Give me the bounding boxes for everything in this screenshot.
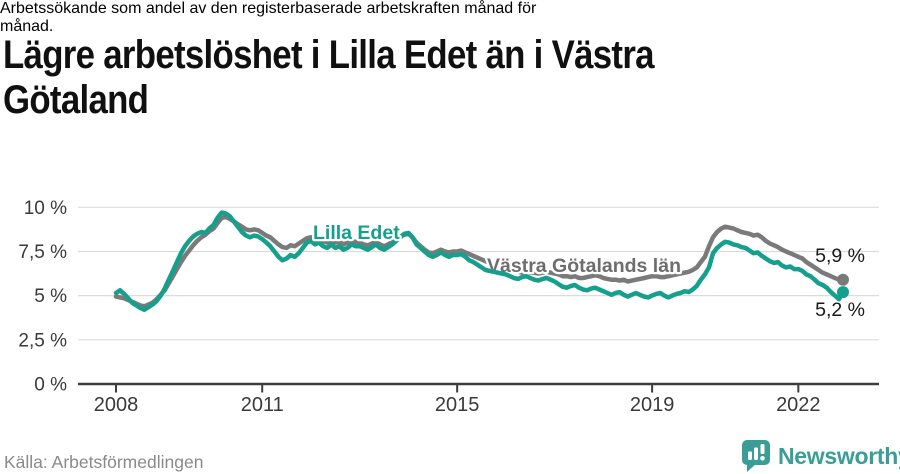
page-subtitle-line-1: Arbetssökande som andel av den registerb… — [0, 0, 537, 17]
page-subtitle-line-2: månad. — [0, 18, 54, 35]
series-label-vastra-gotalands-lan: Västra Götalands län — [487, 255, 681, 277]
source-note: Källa: Arbetsförmedlingen — [4, 452, 204, 472]
logo-exclamation-bar — [760, 444, 765, 454]
series-line-vastra-gotalands-lan — [113, 214, 846, 309]
x-axis-label: 2008 — [94, 394, 139, 416]
series-end-dot-lilla-edet — [837, 286, 849, 299]
series-end-value-vastra-gotalands-lan: 5,9 % — [815, 245, 865, 267]
series-line-lilla-edet — [113, 210, 846, 313]
series-end-value-lilla-edet: 5,2 % — [815, 299, 865, 321]
y-axis-label: 0 % — [34, 375, 67, 396]
y-axis-label: 5 % — [34, 286, 67, 307]
series-end-dot-vastra-gotalands-lan — [837, 273, 849, 286]
newsworthy-wordmark: Newsworthy — [778, 442, 900, 469]
page-title-line-1: Lägre arbetslöshet i Lilla Edet än i Väs… — [3, 32, 655, 77]
newsworthy-logo: Newsworthy — [741, 439, 900, 473]
x-axis-label: 2015 — [435, 394, 480, 416]
x-axis-label: 2011 — [241, 394, 284, 416]
logo-exclamation-dot — [760, 456, 765, 461]
newsworthy-logo-icon — [742, 440, 770, 472]
logo-bubble-tail — [747, 463, 757, 472]
logo-bar-tall — [754, 447, 758, 460]
page-title-line-2: Götaland — [3, 77, 149, 122]
series-label-lilla-edet: Lilla Edet — [313, 222, 400, 244]
y-axis-label: 2,5 % — [18, 330, 67, 351]
y-axis-label: 10 % — [24, 198, 67, 219]
y-axis-label: 7,5 % — [18, 242, 67, 263]
x-axis-label: 2019 — [630, 394, 675, 416]
logo-bar-short — [748, 451, 752, 460]
x-axis-label: 2022 — [776, 394, 821, 416]
page-title: Lägre arbetslöshet i Lilla Edet än i Väs… — [3, 32, 655, 123]
